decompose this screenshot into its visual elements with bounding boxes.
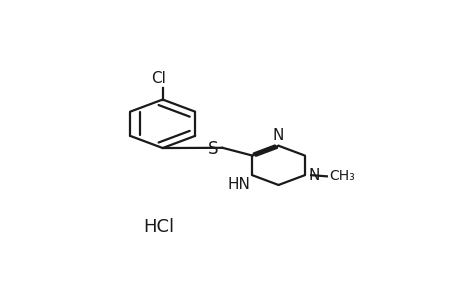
- Text: N: N: [272, 128, 284, 143]
- Text: CH₃: CH₃: [329, 169, 355, 183]
- Text: S: S: [207, 140, 218, 158]
- Text: Cl: Cl: [151, 71, 165, 86]
- Text: N: N: [308, 168, 319, 183]
- Text: HCl: HCl: [143, 218, 174, 236]
- Text: HN: HN: [227, 178, 250, 193]
